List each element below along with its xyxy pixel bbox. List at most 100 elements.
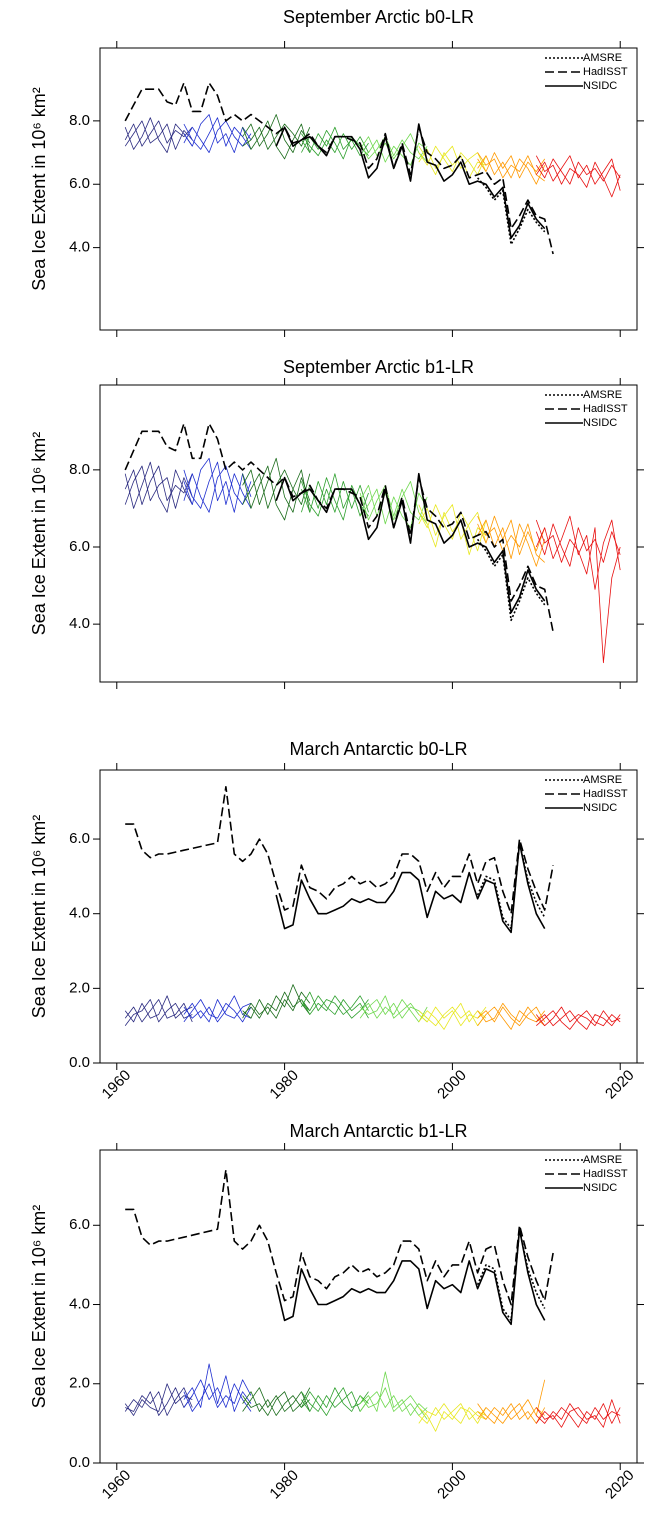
y-tick-label: 4.0: [69, 239, 90, 256]
ensemble-line: [359, 139, 428, 166]
ensemble-line: [242, 1387, 311, 1412]
ensemble-line: [183, 114, 252, 153]
ensemble-line: [418, 145, 487, 176]
ensemble-line: [418, 1403, 487, 1424]
ensemble-line: [418, 1407, 487, 1432]
chart-title: September Arctic b0-LR: [283, 7, 474, 27]
ensemble-line: [477, 1403, 545, 1424]
ensemble-line: [183, 1379, 252, 1412]
ensemble-line: [183, 457, 252, 513]
ensemble-line: [535, 158, 621, 185]
observation-line: [124, 422, 554, 633]
observation-line: [275, 123, 546, 239]
ensemble-line: [124, 117, 193, 153]
panel: September Arctic b0-LR Sea Ice Extent in …: [29, 7, 644, 337]
ensemble-line: [124, 1383, 193, 1416]
legend-label: AMSRE: [583, 52, 622, 64]
ensemble-line: [477, 519, 546, 567]
ensemble-line: [359, 999, 428, 1023]
ensemble-line: [477, 152, 545, 182]
y-axis-label: Sea Ice Extent in 10⁶ km²: [29, 815, 49, 1019]
ensemble-line: [183, 995, 252, 1023]
ensemble-line: [359, 995, 428, 1023]
plot-frame: [99, 384, 638, 683]
ensemble-line: [242, 457, 311, 513]
ensemble-line: [418, 1403, 487, 1424]
x-tick-label: 1960: [99, 1067, 135, 1103]
chart-title: September Arctic b1-LR: [283, 357, 474, 377]
y-tick-label: 4.0: [69, 615, 90, 632]
ensemble-line: [242, 469, 311, 509]
ensemble-line: [535, 155, 621, 191]
ensemble-line: [359, 488, 428, 529]
observation-line: [125, 1169, 554, 1306]
ensemble-line: [124, 465, 193, 509]
legend-label: HadISST: [583, 788, 628, 800]
ensemble-line: [418, 1006, 487, 1027]
ensemble-line: [359, 1387, 428, 1420]
ensemble-line: [125, 1387, 193, 1416]
x-tick-label: 2020: [602, 1467, 638, 1503]
plot-frame: [99, 769, 638, 1064]
ensemble-line: [477, 1006, 546, 1030]
ensemble-line: [242, 120, 311, 160]
x-tick-label: 1960: [99, 1467, 135, 1503]
x-tick-label: 1980: [266, 1467, 302, 1503]
ensemble-line: [477, 1006, 546, 1027]
x-tick-label: 2000: [434, 1067, 470, 1103]
ensemble-line: [535, 155, 621, 198]
y-axis-label: Sea Ice Extent in 10⁶ km²: [29, 432, 49, 636]
y-tick-label: 8.0: [69, 461, 90, 478]
chart-title: March Antarctic b0-LR: [289, 739, 467, 759]
legend-label: HadISST: [583, 403, 628, 415]
ensemble-line: [242, 991, 311, 1019]
panel: September Arctic b1-LR Sea Ice Extent in …: [29, 357, 644, 689]
observation-line: [125, 786, 554, 915]
ensemble-line: [418, 145, 487, 179]
ensemble-line: [418, 1006, 487, 1027]
ensemble-line: [418, 504, 487, 544]
ensemble-line: [359, 136, 428, 160]
ensemble-line: [124, 461, 193, 513]
y-axis-label: Sea Ice Extent in 10⁶ km²: [29, 87, 49, 291]
legend-label: NSIDC: [583, 80, 617, 92]
ensemble-line: [535, 1399, 621, 1428]
y-tick-label: 0.0: [69, 1054, 90, 1071]
ensemble-line: [183, 999, 252, 1023]
ensemble-line: [242, 984, 311, 1019]
ensemble-line: [301, 473, 369, 517]
ensemble-line: [183, 465, 252, 513]
y-tick-label: 6.0: [69, 1216, 90, 1233]
ensemble-line: [242, 465, 311, 521]
plot-frame: [99, 1149, 638, 1464]
ensemble-line: [183, 117, 252, 150]
legend-label: NSIDC: [583, 417, 617, 429]
ensemble-line: [536, 1010, 621, 1030]
ensemble-line: [124, 999, 193, 1023]
ensemble-line: [477, 1002, 545, 1026]
ensemble-line: [477, 1379, 546, 1424]
observation-line: [275, 842, 546, 934]
observation-line: [275, 1228, 546, 1326]
y-tick-label: 4.0: [69, 1295, 90, 1312]
y-tick-label: 6.0: [69, 830, 90, 847]
y-tick-label: 8.0: [69, 112, 90, 129]
legend-label: HadISST: [583, 1168, 628, 1180]
ensemble-line: [536, 1010, 621, 1030]
legend-label: NSIDC: [583, 1182, 617, 1194]
legend-label: NSIDC: [583, 802, 617, 814]
ensemble-line: [242, 991, 311, 1019]
ensemble-line: [301, 481, 369, 517]
ensemble-line: [418, 504, 487, 552]
chart-title: March Antarctic b1-LR: [289, 1121, 467, 1141]
ensemble-line: [418, 145, 487, 172]
observation-line: [476, 538, 546, 622]
y-axis-label: Sea Ice Extent in 10⁶ km²: [29, 1205, 49, 1409]
x-tick-label: 2020: [602, 1067, 638, 1103]
plot-frame: [99, 47, 638, 331]
ensemble-line: [124, 465, 193, 505]
ensemble-line: [535, 523, 621, 567]
observation-line: [275, 472, 546, 614]
ensemble-line: [477, 515, 545, 563]
